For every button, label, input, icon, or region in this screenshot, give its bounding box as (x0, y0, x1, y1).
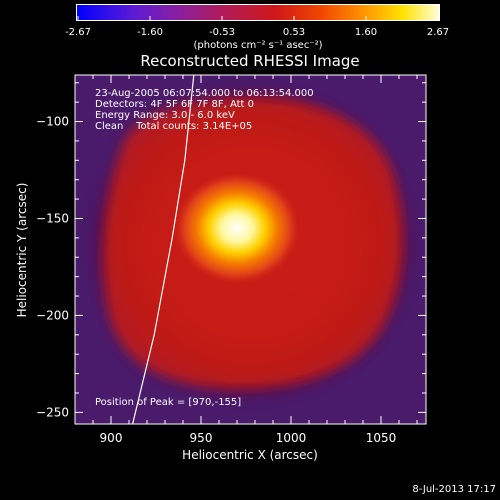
clean-counts-text: Clean Total counts: 3.14E+05 (95, 121, 253, 132)
colorbar-tick-label: -1.60 (137, 27, 163, 38)
colorbar-tick-label: 0.53 (282, 27, 306, 38)
solar-limb-line (132, 75, 195, 424)
timestamp: 8-Jul-2013 17:17 (412, 484, 496, 495)
x-tick-label: 900 (100, 431, 123, 445)
y-axis: −100 −150 −200 −250 (36, 82, 426, 419)
y-axis-label: Heliocentric Y (arcsec) (15, 182, 29, 318)
x-tick-label: 1000 (276, 431, 307, 445)
x-tick-label: 950 (190, 431, 213, 445)
peak-position-text: Position of Peak = [970,-155] (95, 397, 242, 408)
y-tick-label: −150 (36, 211, 69, 225)
peak-source (175, 173, 299, 284)
x-axis-label: Heliocentric X (arcsec) (182, 448, 318, 462)
energy-range-text: Energy Range: 3.0 - 6.0 keV (95, 110, 235, 121)
colorbar-tick-label: -0.53 (209, 27, 235, 38)
y-tick-label: −200 (36, 308, 69, 322)
colorbar-ticks (77, 16, 439, 21)
time-range-text: 23-Aug-2005 06:07:54.000 to 06:13:54.000 (95, 88, 314, 99)
colorbar-tick-label: 2.67 (426, 27, 450, 38)
x-axis: 900 950 1000 1050 (74, 75, 418, 445)
colorbar (76, 4, 440, 21)
y-tick-label: −100 (36, 115, 69, 129)
plot-frame (74, 74, 427, 425)
detectors-text: Detectors: 4F 5F 6F 7F 8F, Att 0 (95, 99, 255, 110)
colorbar-tick-label: -2.67 (65, 27, 91, 38)
y-tick-label: −250 (36, 405, 69, 419)
colorbar-tick-label: 1.60 (354, 27, 378, 38)
chart-title: Reconstructed RHESSI Image (140, 52, 360, 70)
colorbar-units: (photons cm⁻² s⁻¹ asec⁻²) (193, 40, 323, 51)
x-tick-label: 1050 (366, 431, 397, 445)
